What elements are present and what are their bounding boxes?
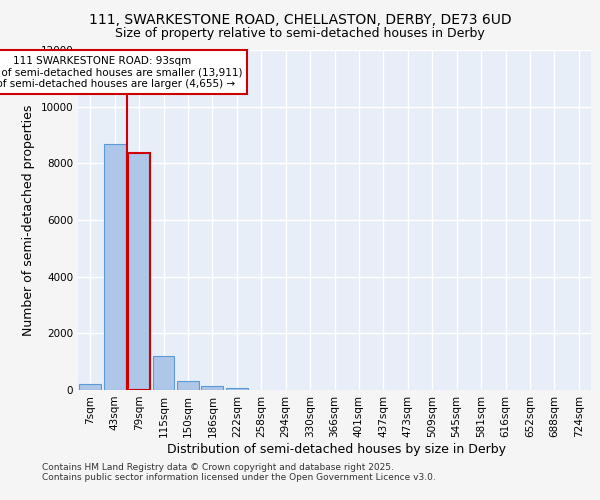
Text: Contains public sector information licensed under the Open Government Licence v3: Contains public sector information licen… [42, 474, 436, 482]
Bar [177, 380, 199, 390]
Y-axis label: Number of semi-detached properties: Number of semi-detached properties [22, 104, 35, 336]
Text: 111 SWARKESTONE ROAD: 93sqm
← 74% of semi-detached houses are smaller (13,911)
2: 111 SWARKESTONE ROAD: 93sqm ← 74% of sem… [0, 56, 242, 89]
Bar [104, 144, 125, 390]
Bar [79, 384, 101, 390]
Bar [202, 386, 223, 390]
Text: Contains HM Land Registry data © Crown copyright and database right 2025.: Contains HM Land Registry data © Crown c… [42, 464, 394, 472]
Text: Size of property relative to semi-detached houses in Derby: Size of property relative to semi-detach… [115, 28, 485, 40]
Text: Distribution of semi-detached houses by size in Derby: Distribution of semi-detached houses by … [167, 442, 506, 456]
Text: 111, SWARKESTONE ROAD, CHELLASTON, DERBY, DE73 6UD: 111, SWARKESTONE ROAD, CHELLASTON, DERBY… [89, 12, 511, 26]
Bar [152, 356, 175, 390]
Bar [128, 152, 150, 390]
Bar [226, 388, 248, 390]
